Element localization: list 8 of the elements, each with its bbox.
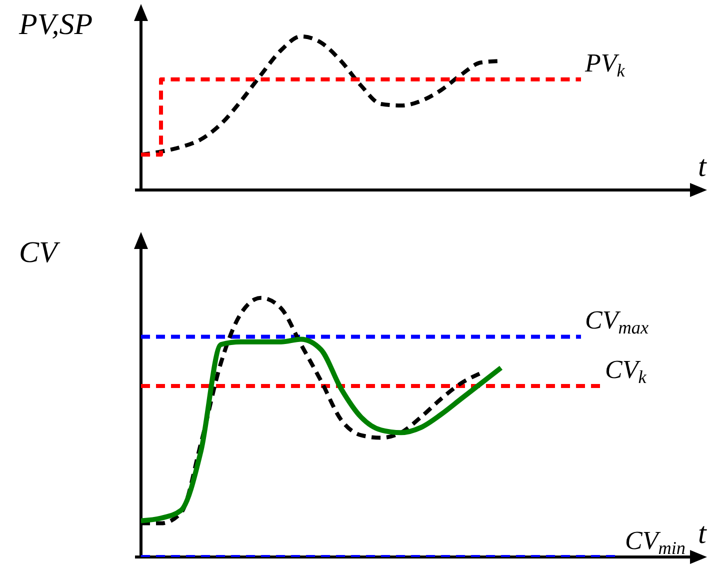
x-axis-title: t: [698, 150, 707, 183]
series-label: CV$_{k}$: [605, 354, 648, 386]
y-axis-title: CV: [19, 236, 62, 269]
series-label: CV$_{min}$: [625, 526, 686, 558]
y-axis-title: PV,SP: [18, 8, 93, 41]
series-label: CV$_{max}$: [585, 306, 649, 338]
series-label: PV$_{k}$: [584, 48, 626, 80]
x-axis-title: t: [698, 517, 707, 550]
